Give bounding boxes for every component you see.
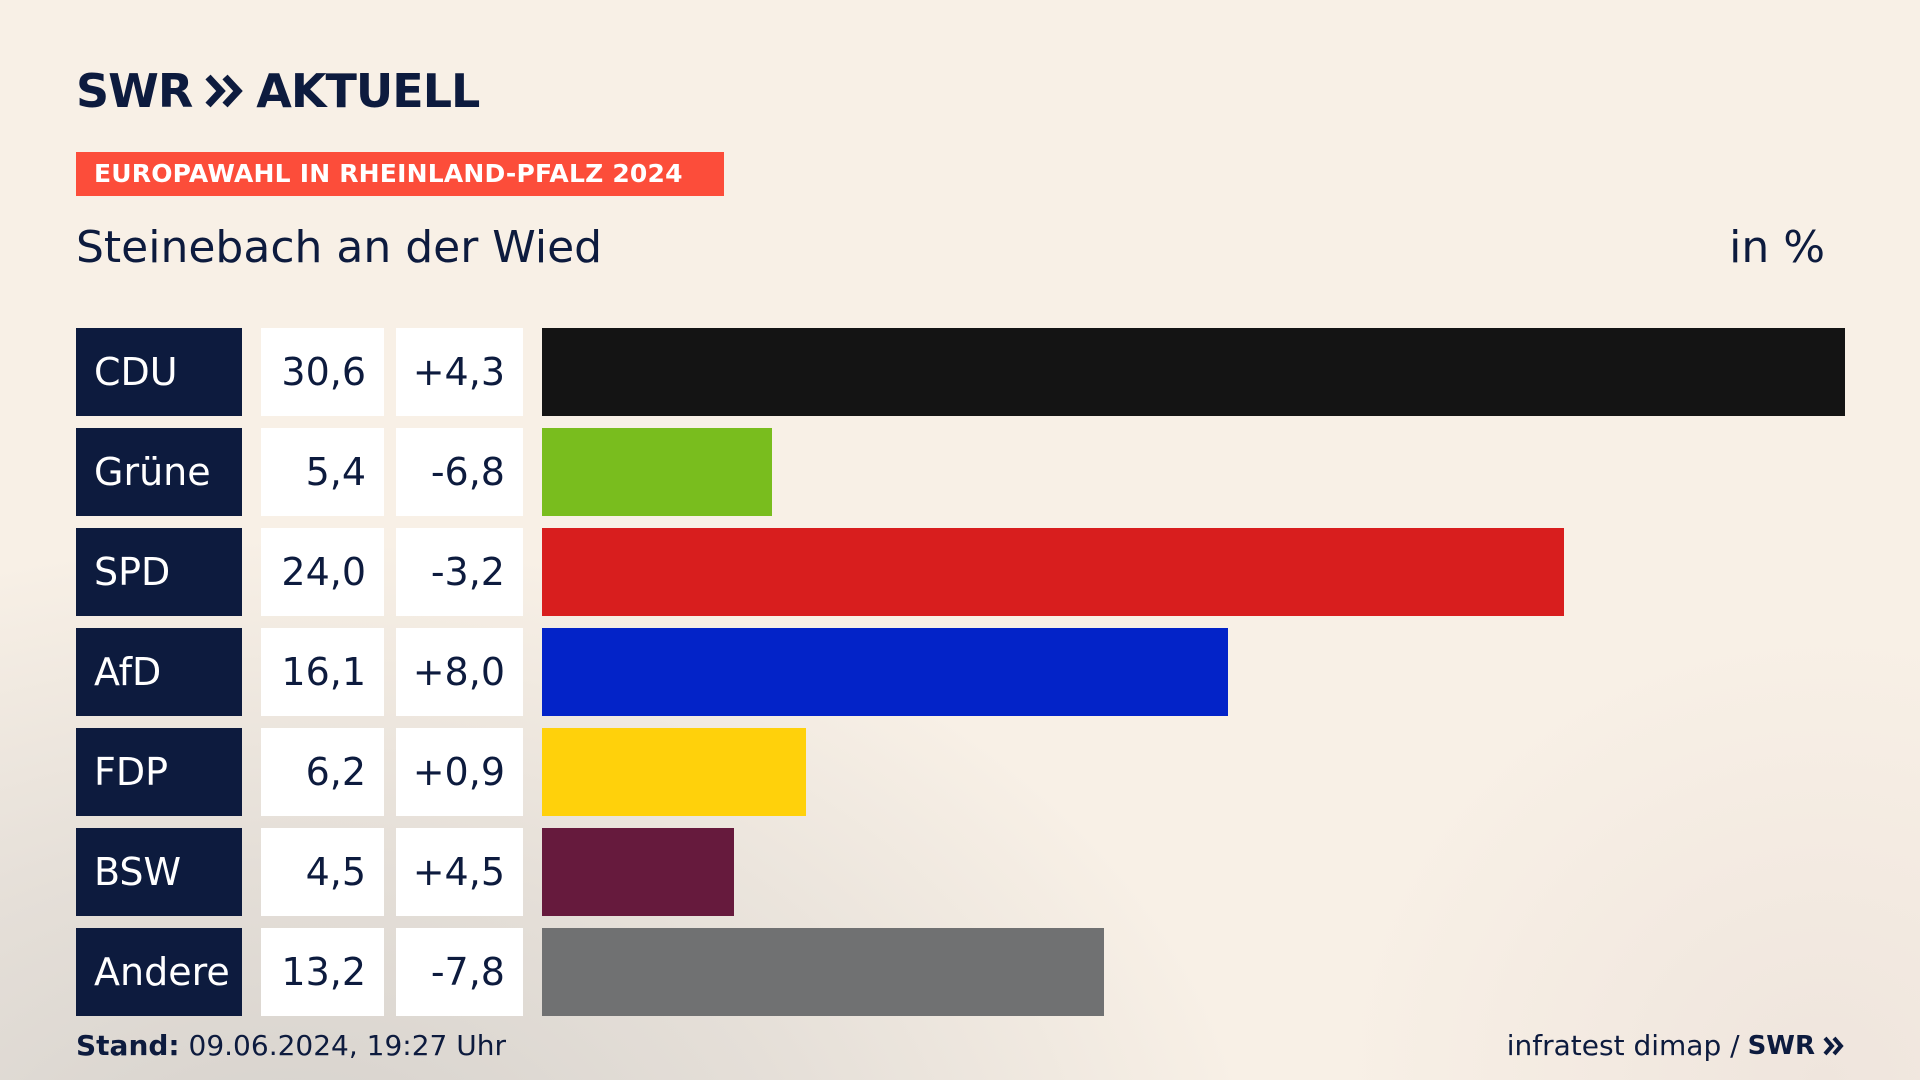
party-label: SPD: [76, 528, 242, 616]
chart-row: SPD 24,0 -3,2: [76, 528, 1846, 616]
bar: [542, 628, 1228, 716]
chart-row: Andere 13,2 -7,8: [76, 928, 1846, 1016]
party-label: FDP: [76, 728, 242, 816]
chart-row: FDP 6,2 +0,9: [76, 728, 1846, 816]
diff-label: +4,5: [396, 828, 523, 916]
bar: [542, 528, 1564, 616]
party-label: Andere: [76, 928, 242, 1016]
timestamp: Stand: 09.06.2024, 19:27 Uhr: [76, 1028, 506, 1064]
bar: [542, 328, 1845, 416]
source-brand: SWR: [1747, 1031, 1815, 1061]
party-label: AfD: [76, 628, 242, 716]
bar: [542, 928, 1104, 1016]
value-label: 16,1: [261, 628, 384, 716]
results-chart: CDU 30,6 +4,3 Grüne 5,4 -6,8 SPD 24,0 -3,2 AfD 16,…: [76, 328, 1846, 1028]
logo-swr-text: SWR: [76, 64, 193, 118]
swr-aktuell-logo: SWR AKTUELL: [76, 64, 480, 118]
double-chevron-icon: [205, 74, 244, 108]
chart-row: Grüne 5,4 -6,8: [76, 428, 1846, 516]
value-label: 5,4: [261, 428, 384, 516]
page-title: Steinebach an der Wied: [76, 222, 603, 273]
source-credit: infratest dimap / SWR: [1507, 1028, 1845, 1064]
election-banner: EUROPAWAHL IN RHEINLAND-PFALZ 2024: [76, 152, 724, 196]
source-text: infratest dimap /: [1506, 1029, 1740, 1062]
bar: [542, 728, 806, 816]
diff-label: -6,8: [396, 428, 523, 516]
chart-row: BSW 4,5 +4,5: [76, 828, 1846, 916]
double-chevron-icon: [1823, 1036, 1844, 1056]
diff-label: +8,0: [396, 628, 523, 716]
diff-label: +0,9: [396, 728, 523, 816]
stand-value: 09.06.2024, 19:27 Uhr: [188, 1029, 506, 1062]
bar: [542, 428, 772, 516]
value-label: 4,5: [261, 828, 384, 916]
diff-label: -3,2: [396, 528, 523, 616]
party-label: CDU: [76, 328, 242, 416]
logo-aktuell-text: AKTUELL: [256, 64, 480, 118]
value-label: 24,0: [261, 528, 384, 616]
bar: [542, 828, 734, 916]
chart-row: CDU 30,6 +4,3: [76, 328, 1846, 416]
diff-label: -7,8: [396, 928, 523, 1016]
chart-row: AfD 16,1 +8,0: [76, 628, 1846, 716]
party-label: BSW: [76, 828, 242, 916]
party-label: Grüne: [76, 428, 242, 516]
stand-label: Stand:: [76, 1029, 180, 1062]
value-label: 30,6: [261, 328, 384, 416]
value-label: 13,2: [261, 928, 384, 1016]
value-label: 6,2: [261, 728, 384, 816]
diff-label: +4,3: [396, 328, 523, 416]
unit-label: in %: [1729, 222, 1825, 273]
